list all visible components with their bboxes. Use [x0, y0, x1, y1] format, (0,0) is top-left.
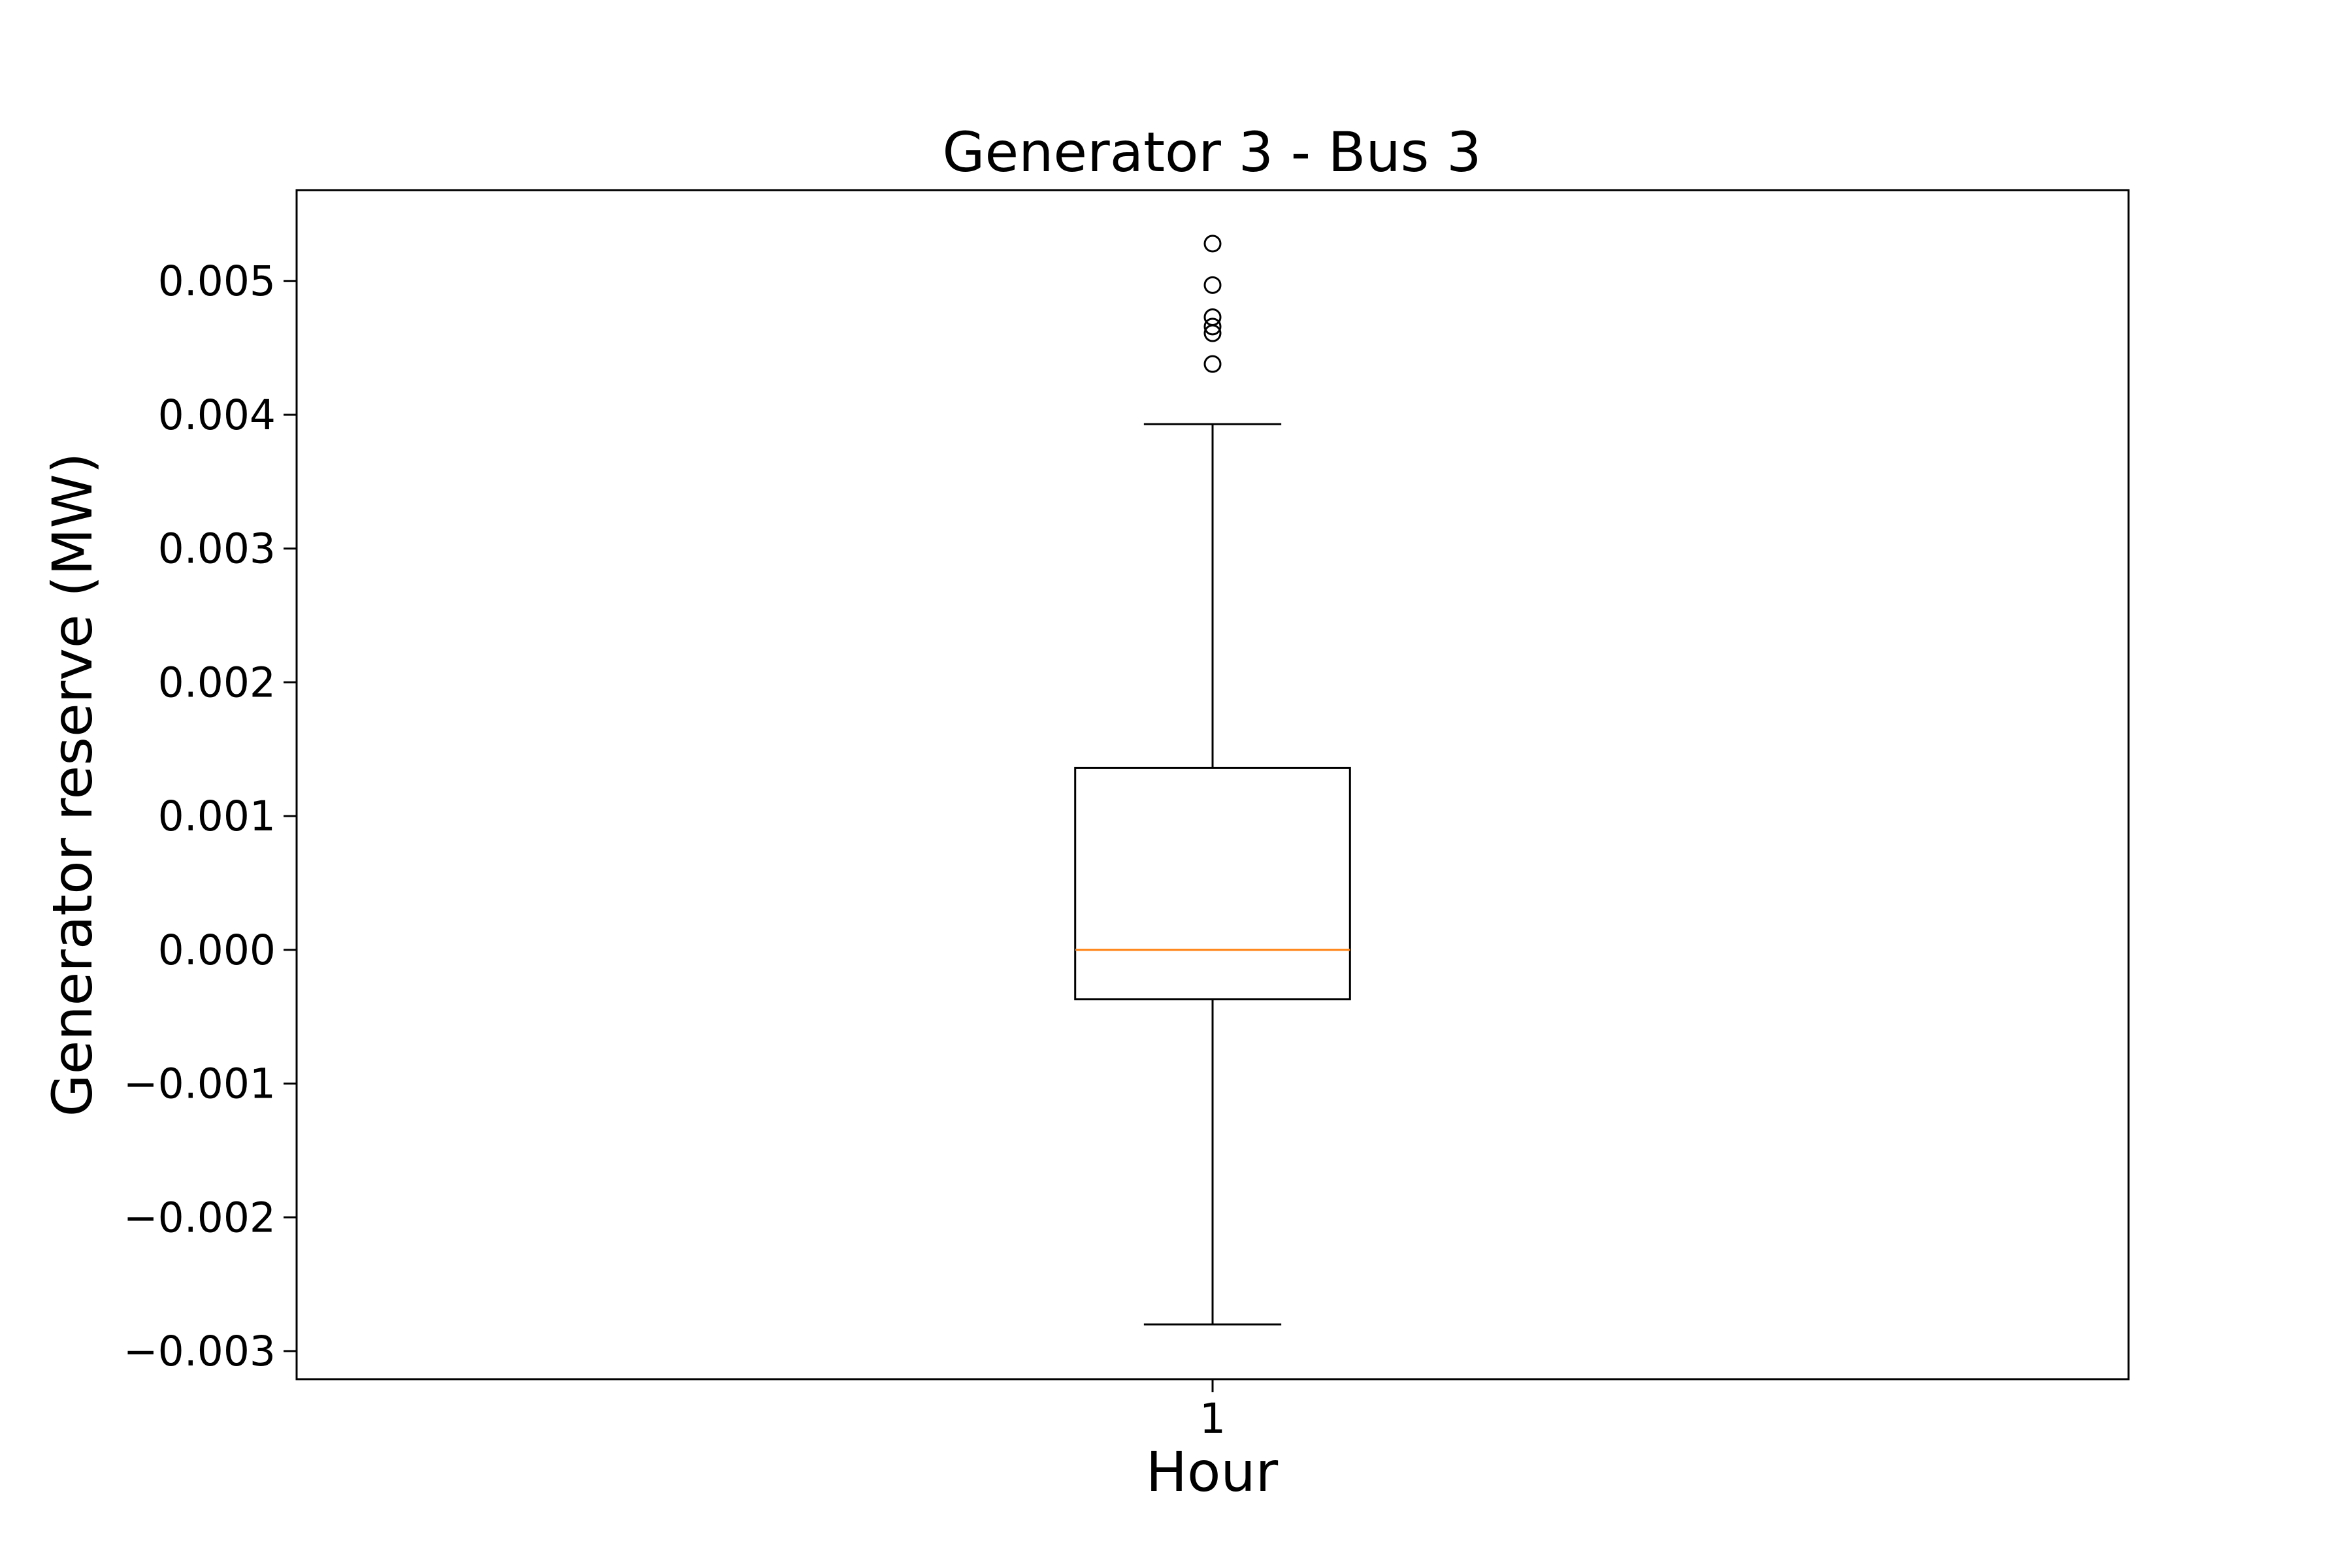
- x-tick-label: 1: [1200, 1395, 1226, 1443]
- y-tick-label: 0.005: [158, 257, 276, 305]
- y-tick-label: 0.003: [158, 525, 276, 573]
- y-tick-label: 0.001: [158, 792, 276, 840]
- y-axis: −0.003 −0.002 −0.001 0.000 0.001 0.002 0.003 0.…: [123, 257, 297, 1375]
- y-tick-label: 0.004: [158, 391, 276, 439]
- box-item: [1074, 235, 1351, 1326]
- outlier-point: [1203, 355, 1222, 373]
- box-series: [1074, 235, 1351, 1326]
- outlier-point: [1203, 235, 1222, 253]
- outlier-point: [1203, 318, 1222, 336]
- y-tick-label: 0.000: [158, 926, 276, 974]
- y-axis-label: Generator reserve (MW): [41, 453, 105, 1117]
- outlier-point: [1203, 324, 1222, 342]
- y-tick-label: −0.002: [123, 1194, 276, 1241]
- x-axis-label: Hour: [1146, 1440, 1279, 1504]
- y-tick-label: −0.001: [123, 1060, 276, 1108]
- outlier-point: [1203, 276, 1222, 294]
- chart-title: Generator 3 - Bus 3: [942, 120, 1481, 184]
- y-tick-label: −0.003: [123, 1328, 276, 1375]
- outlier-point: [1203, 308, 1222, 326]
- y-tick-label: 0.002: [158, 659, 276, 706]
- x-axis: 1: [1200, 1379, 1226, 1443]
- interquartile-box: [1074, 766, 1351, 1001]
